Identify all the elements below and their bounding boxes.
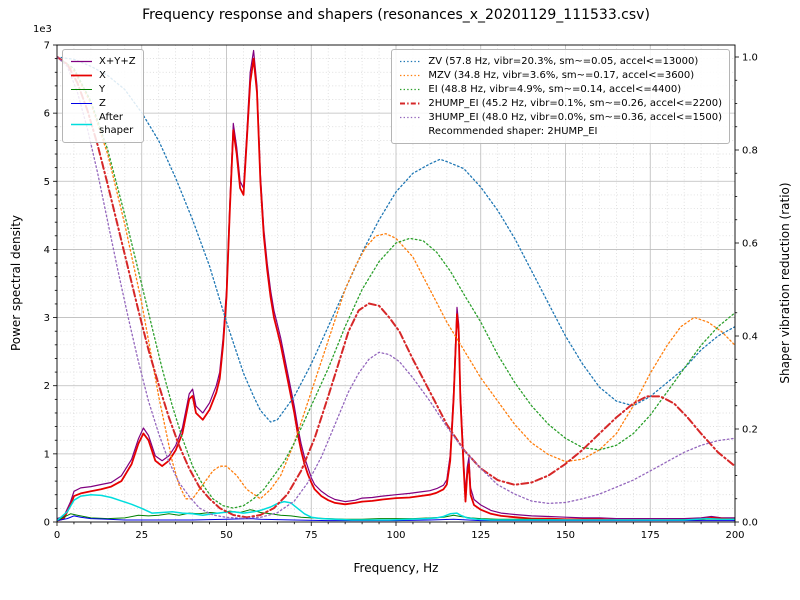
- legend-sample-z: [71, 103, 92, 105]
- y-left-tick-label: 0: [44, 518, 50, 529]
- y-left-tick-label: 2: [44, 381, 50, 392]
- series-line-sum: [57, 49, 735, 520]
- y-left-tick-label: 3: [44, 313, 50, 324]
- legend-label-3hump-ei: 3HUMP_EI (48.0 Hz, vibr=0.0%, sm~=0.36, …: [428, 112, 722, 124]
- y-left-tick-label: 6: [44, 109, 50, 120]
- legend-item-z: Z: [70, 97, 136, 111]
- legend-item-y: Y: [70, 82, 136, 96]
- legend-label-recommended-shaper-note: Recommended shaper: 2HUMP_EI: [428, 126, 598, 138]
- x-tick-label: 50: [220, 530, 233, 541]
- legend-label-2hump-ei: 2HUMP_EI (45.2 Hz, vibr=0.1%, sm~=0.26, …: [428, 98, 722, 110]
- legend-psd: X+Y+Z X Y Z After shaper: [62, 49, 144, 144]
- axis-offset-text: 1e3: [33, 24, 52, 35]
- legend-label-after-shaper: After shaper: [99, 112, 134, 137]
- x-tick-label: 75: [305, 530, 318, 541]
- legend-label-y: Y: [99, 83, 106, 95]
- series-line-mzv: [57, 56, 735, 500]
- legend-label-ei: EI (48.8 Hz, vibr=4.9%, sm~=0.14, accel<…: [428, 83, 682, 95]
- y-right-tick-label: 0.0: [742, 518, 758, 529]
- grid-minor: [57, 45, 735, 522]
- legend-sample-after-shaper: [71, 123, 92, 126]
- series-line-ei: [57, 56, 735, 509]
- legend-item-zv: ZV (57.8 Hz, vibr=20.3%, sm~=0.05, accel…: [399, 54, 722, 68]
- series-line-y: [57, 509, 735, 522]
- legend-sample-zv: [400, 60, 422, 62]
- tick-marks: [53, 44, 739, 526]
- series-line-2hump-ei: [57, 56, 735, 519]
- series-line-after-shaper: [57, 493, 735, 522]
- legend-shapers: ZV (57.8 Hz, vibr=20.3%, sm~=0.05, accel…: [391, 49, 730, 145]
- y-right-tick-label: 0.6: [742, 239, 758, 250]
- legend-sample-mzv: [400, 74, 422, 76]
- x-tick-label: 0: [54, 530, 60, 541]
- legend-item-3hump-ei: 3HUMP_EI (48.0 Hz, vibr=0.0%, sm~=0.36, …: [399, 111, 722, 125]
- chart-title: Frequency response and shapers (resonanc…: [142, 7, 650, 23]
- legend-sample-x: [71, 74, 92, 77]
- legend-label-sum: X+Y+Z: [99, 55, 136, 67]
- legend-sample-y: [71, 88, 92, 90]
- legend-label-x: X: [99, 69, 106, 81]
- x-tick-label: 175: [641, 530, 660, 541]
- legend-item-x: X: [70, 68, 136, 82]
- legend-label-mzv: MZV (34.8 Hz, vibr=3.6%, sm~=0.17, accel…: [428, 69, 695, 81]
- legend-item-sum: X+Y+Z: [70, 54, 136, 68]
- legend-item-after-shaper: After shaper: [70, 111, 136, 138]
- y-right-tick-label: 0.8: [742, 146, 758, 157]
- series-line-x: [57, 57, 735, 522]
- x-tick-label: 25: [135, 530, 148, 541]
- series-line-zv: [57, 56, 735, 423]
- legend-label-z: Z: [99, 98, 106, 110]
- legend-label-zv: ZV (57.8 Hz, vibr=20.3%, sm~=0.05, accel…: [428, 55, 699, 67]
- series-group: [57, 49, 735, 522]
- x-tick-label: 200: [725, 530, 744, 541]
- legend-sample-2hump-ei: [400, 102, 422, 105]
- x-tick-label: 100: [386, 530, 405, 541]
- legend-item-recommended-shaper-note: Recommended shaper: 2HUMP_EI: [399, 125, 722, 139]
- x-axis-label: Frequency, Hz: [353, 561, 439, 575]
- y-right-tick-label: 0.2: [742, 425, 758, 436]
- y-left-tick-label: 5: [44, 177, 50, 188]
- legend-sample-sum: [71, 60, 92, 62]
- x-tick-label: 150: [556, 530, 575, 541]
- y-left-tick-label: 1: [44, 449, 50, 460]
- legend-item-2hump-ei: 2HUMP_EI (45.2 Hz, vibr=0.1%, sm~=0.26, …: [399, 97, 722, 111]
- y-left-tick-label: 7: [44, 41, 50, 52]
- legend-sample-ei: [400, 88, 422, 91]
- tick-labels: 0 25 50 75 100 125 150 175 200 0 1 2 3 4 5 6 7 0.0 0.2 0.4 0…: [44, 41, 758, 542]
- y-left-tick-label: 4: [44, 245, 50, 256]
- legend-item-mzv: MZV (34.8 Hz, vibr=3.6%, sm~=0.17, accel…: [399, 68, 722, 82]
- y-right-tick-label: 1.0: [742, 53, 758, 64]
- y-right-tick-label: 0.4: [742, 332, 758, 343]
- y-axis-label-left: Power spectral density: [9, 214, 23, 352]
- series-line-3hump-ei: [57, 56, 735, 519]
- legend-item-ei: EI (48.8 Hz, vibr=4.9%, sm~=0.14, accel<…: [399, 82, 722, 96]
- y-axis-label-right: Shaper vibration reduction (ratio): [778, 182, 792, 384]
- legend-sample-recommended-shaper-note: [399, 127, 422, 138]
- x-tick-label: 125: [471, 530, 490, 541]
- legend-sample-3hump-ei: [400, 117, 422, 119]
